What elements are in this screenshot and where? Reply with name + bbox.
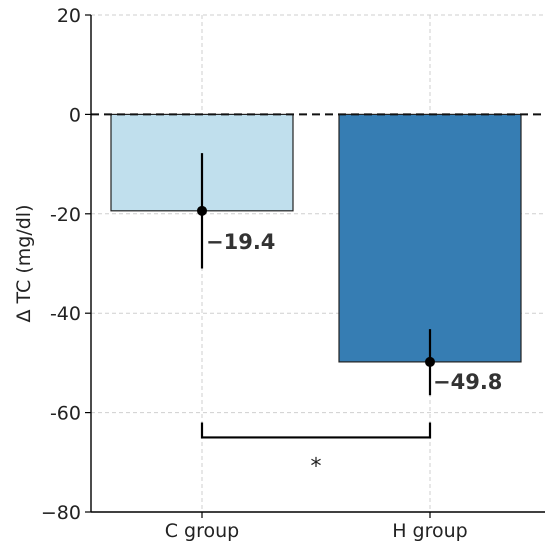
bars — [110, 113, 522, 363]
error-bars — [197, 153, 435, 396]
data-labels: −19.4 −49.8 — [206, 230, 502, 394]
y-axis-label: Δ TC (mg/dl) — [13, 205, 35, 323]
mean-point — [425, 356, 435, 367]
y-tick-label: 0 — [69, 104, 81, 126]
significance-star: * — [311, 454, 322, 479]
data-label: −49.8 — [433, 370, 502, 394]
significance-bracket: * — [200, 422, 432, 479]
y-tick-label: −80 — [41, 502, 81, 524]
mean-point — [197, 205, 207, 216]
y-tick-label: -60 — [50, 403, 81, 425]
y-tick-label: -40 — [50, 303, 81, 325]
y-tick-label: 20 — [57, 5, 81, 27]
bar — [338, 113, 522, 363]
x-tick-label: H group — [392, 520, 468, 542]
significance-bracket-line — [200, 422, 432, 439]
x-tick-label: C group — [165, 520, 240, 542]
axes: 20 0 -20 -40 -60 −80 C group H group — [41, 5, 545, 542]
y-tick-label: -20 — [50, 204, 81, 226]
data-label: −19.4 — [206, 230, 275, 254]
